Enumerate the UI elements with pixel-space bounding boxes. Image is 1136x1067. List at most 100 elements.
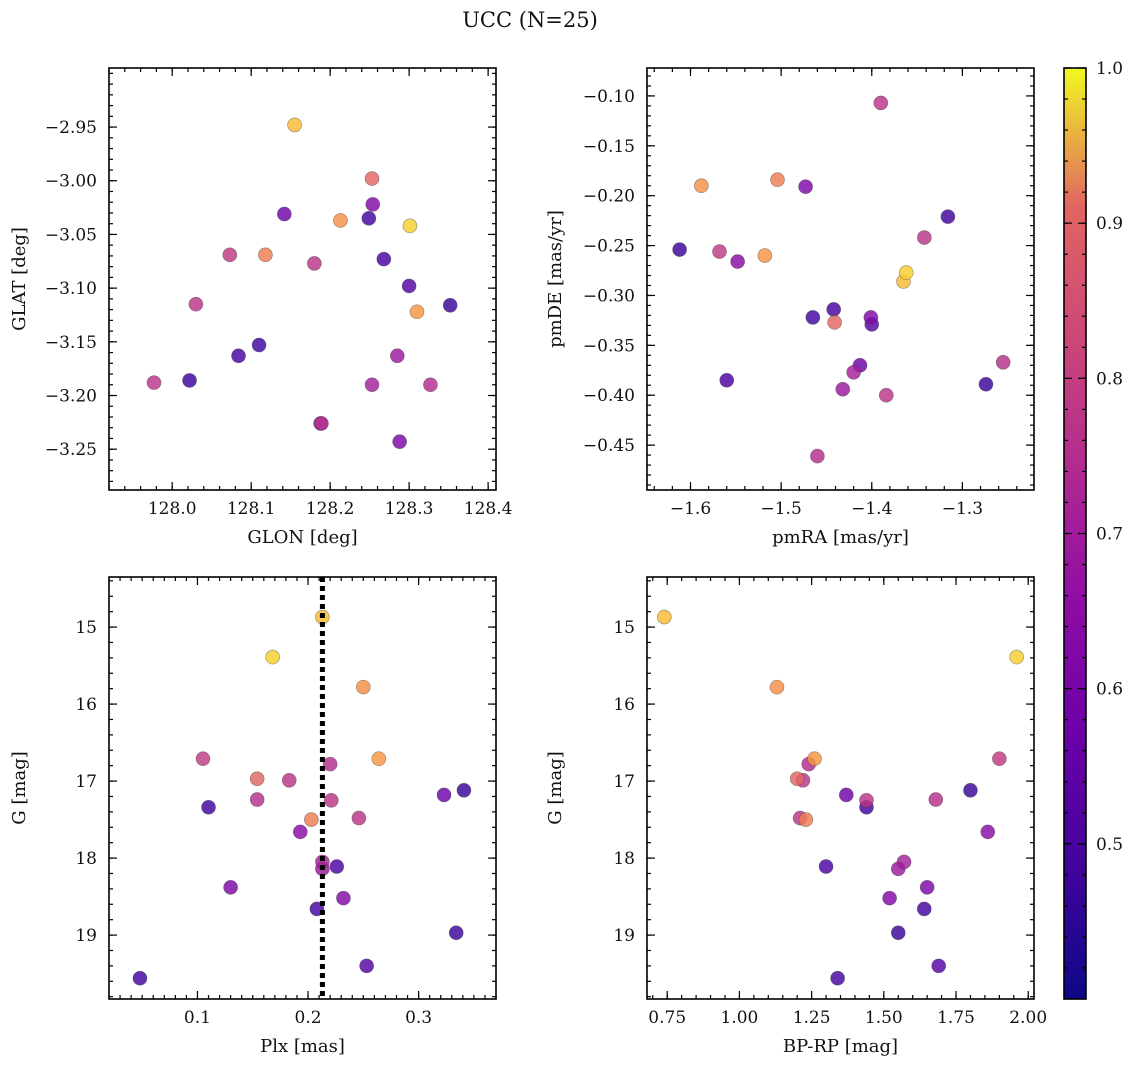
data-point xyxy=(402,218,418,234)
x-tick-label: 128.1 xyxy=(227,499,276,519)
data-point xyxy=(277,206,292,222)
data-point xyxy=(222,247,238,263)
data-point xyxy=(356,679,371,695)
x-tick-label: 1.75 xyxy=(937,1008,975,1028)
data-point xyxy=(392,434,407,449)
y-axis-label: GLAT [deg] xyxy=(9,227,30,331)
x-tick-label: 128.3 xyxy=(385,499,434,519)
data-point xyxy=(249,771,265,787)
x-axis-label: pmRA [mas/yr] xyxy=(772,527,909,548)
data-point xyxy=(818,859,834,874)
data-point xyxy=(873,95,889,111)
x-axis-label: BP-RP [mag] xyxy=(783,1036,898,1057)
data-point xyxy=(201,799,216,815)
data-point xyxy=(730,254,745,269)
data-point xyxy=(928,792,944,807)
x-tick-label: 2.00 xyxy=(1009,1008,1047,1028)
data-point xyxy=(789,771,805,787)
x-tick-label: −1.6 xyxy=(670,499,711,519)
data-point xyxy=(251,337,267,353)
y-tick-label: 18 xyxy=(75,849,97,869)
data-point xyxy=(719,372,735,388)
y-tick-label: 18 xyxy=(613,849,635,869)
data-point xyxy=(859,793,874,808)
x-tick-label: 1.25 xyxy=(793,1008,831,1028)
data-point xyxy=(364,171,380,186)
data-point xyxy=(878,387,894,403)
y-tick-label: −3.10 xyxy=(45,279,97,299)
data-point xyxy=(182,373,197,388)
x-tick-label: −1.3 xyxy=(942,499,983,519)
figure-title: UCC (N=25) xyxy=(462,8,598,32)
data-point xyxy=(917,230,932,245)
data-point xyxy=(361,211,377,226)
data-point xyxy=(963,783,978,798)
x-tick-label: 128.2 xyxy=(306,499,355,519)
x-tick-label: 128.4 xyxy=(464,499,513,519)
y-tick-label: −0.45 xyxy=(583,436,635,456)
plot-frame xyxy=(108,576,497,1000)
data-point xyxy=(389,348,405,364)
data-point xyxy=(359,958,374,974)
data-point xyxy=(890,925,906,941)
x-tick-label: 128.0 xyxy=(148,499,197,519)
data-point xyxy=(694,178,709,194)
colorbar-tick-label: 0.7 xyxy=(1096,525,1123,545)
data-point xyxy=(978,376,994,392)
data-point xyxy=(292,824,308,840)
data-point xyxy=(436,787,452,803)
data-point xyxy=(805,310,821,325)
y-tick-label: 19 xyxy=(75,926,97,946)
data-point xyxy=(132,970,148,986)
panel-glon-glat: 128.0 128.1 128.2 128.3 128.4 −2.95 −3.00 −3.05… xyxy=(9,67,513,548)
y-tick-label: 15 xyxy=(75,618,97,638)
colorbar-tick-label: 0.6 xyxy=(1096,680,1123,700)
data-point xyxy=(757,248,773,263)
data-point xyxy=(409,304,425,320)
y-tick-label: 19 xyxy=(613,926,635,946)
y-tick-label: −2.95 xyxy=(45,118,97,138)
y-tick-label: −0.15 xyxy=(583,137,635,157)
data-point xyxy=(807,751,822,767)
data-point xyxy=(442,298,458,313)
y-tick-label: −3.25 xyxy=(45,440,97,460)
scatter-points xyxy=(146,117,458,449)
data-point xyxy=(314,416,329,431)
scatter-points xyxy=(132,577,472,999)
data-point xyxy=(916,901,932,917)
data-point xyxy=(931,958,946,974)
data-point xyxy=(249,792,265,807)
panel-bprp-g: 0.75 1.00 1.25 1.50 1.75 2.00 15 16 17 18 19 BP-RP … xyxy=(545,576,1047,1057)
data-point xyxy=(896,854,912,870)
data-point xyxy=(322,756,338,772)
y-axis-label: G [mag] xyxy=(545,751,566,824)
x-tick-label: −1.4 xyxy=(851,499,892,519)
y-tick-label: −0.25 xyxy=(583,237,635,257)
y-tick-label: −3.15 xyxy=(45,333,97,353)
y-tick-label: 17 xyxy=(75,772,97,792)
data-point xyxy=(712,244,727,259)
data-point xyxy=(830,970,845,986)
data-point xyxy=(657,609,672,625)
data-point xyxy=(448,925,464,941)
x-tick-label: 0.1 xyxy=(184,1008,211,1028)
data-point xyxy=(992,751,1007,767)
data-point xyxy=(798,812,814,827)
y-tick-label: −0.40 xyxy=(583,386,635,406)
panel-plx-g: 0.1 0.2 0.3 15 16 17 18 19 Plx [mas] G [mag] xyxy=(9,576,497,1057)
data-point xyxy=(258,247,273,263)
y-tick-label: −0.30 xyxy=(583,286,635,306)
plot-frame xyxy=(646,67,1035,491)
data-point xyxy=(188,296,204,312)
data-point xyxy=(323,793,339,808)
data-point xyxy=(798,179,813,195)
data-point xyxy=(364,377,380,393)
y-tick-label: 16 xyxy=(613,695,635,715)
x-tick-label: −1.5 xyxy=(760,499,801,519)
colorbar-tick-label: 0.9 xyxy=(1096,214,1123,234)
x-tick-label: 1.00 xyxy=(720,1008,758,1028)
data-point xyxy=(287,117,302,133)
data-point xyxy=(401,278,417,294)
plot-frame xyxy=(108,67,497,491)
